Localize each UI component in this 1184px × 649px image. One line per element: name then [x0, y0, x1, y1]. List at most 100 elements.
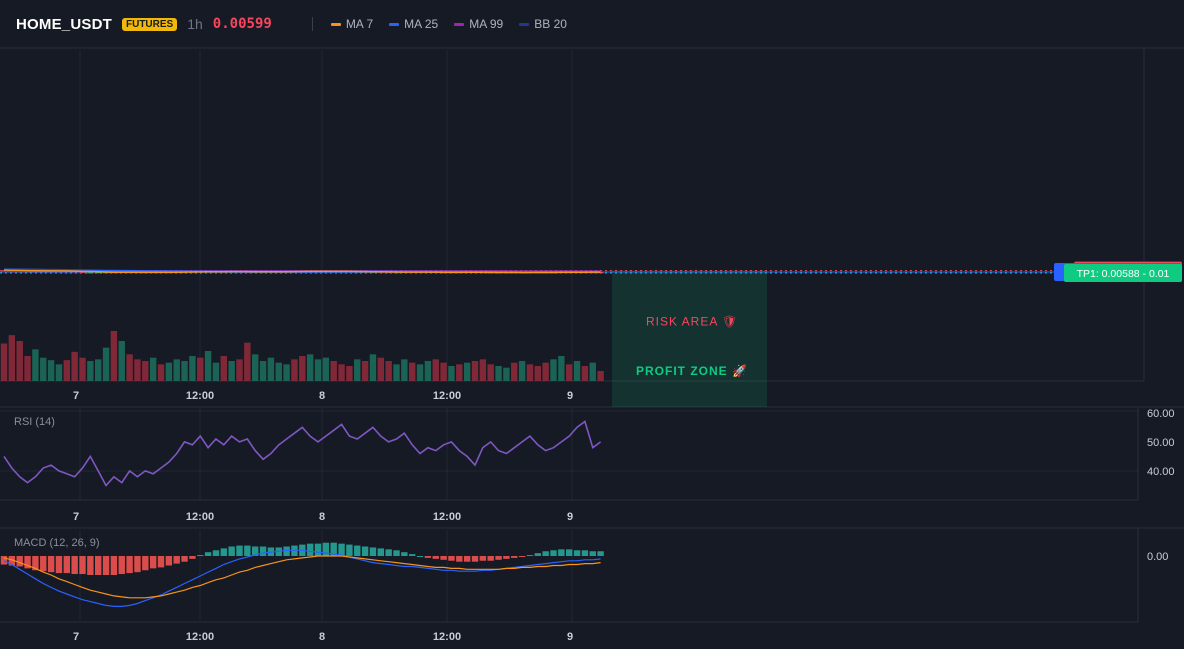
chart-header: HOME_USDT FUTURES 1h 0.00599 MA 7 MA 25 … — [0, 0, 1184, 48]
macd-title: MACD (12, 26, 9) — [14, 537, 100, 549]
profit-zone — [612, 272, 767, 407]
volume-bar — [330, 361, 337, 381]
macd-histogram-bar — [542, 551, 549, 556]
volume-bar — [487, 364, 494, 381]
macd-histogram-bar — [118, 556, 125, 575]
macd-histogram-bar — [24, 556, 31, 569]
macd-histogram-bar — [550, 550, 557, 556]
macd-histogram-bar — [401, 552, 408, 556]
volume-bar — [118, 341, 125, 381]
last-price: 0.00599 — [212, 16, 272, 32]
futures-badge: FUTURES — [121, 17, 178, 31]
macd-histogram-bar — [581, 550, 589, 556]
macd-histogram-bar — [463, 556, 471, 562]
volume-bar — [558, 356, 565, 381]
volume-bar — [597, 371, 604, 381]
rsi-y-tick: 50.00 — [1147, 437, 1175, 449]
volume-bar — [212, 362, 220, 381]
macd-histogram-bar — [47, 556, 55, 573]
legend-ma7[interactable]: MA 7 — [330, 17, 373, 31]
macd-histogram-bar — [126, 556, 133, 574]
x-tick-main: 9 — [567, 390, 573, 402]
macd-histogram-bar — [181, 556, 188, 562]
macd-histogram-bar — [354, 545, 361, 556]
volume-bar — [573, 361, 581, 381]
volume-bar — [377, 357, 384, 381]
macd-histogram-bar — [142, 556, 149, 571]
volume-bar — [440, 362, 447, 381]
macd-histogram-bar — [189, 556, 196, 559]
volume-bar — [275, 362, 282, 381]
volume-bar — [134, 359, 141, 381]
volume-bar — [110, 331, 118, 381]
volume-bar — [259, 361, 267, 381]
macd-histogram-bar — [32, 556, 39, 571]
macd-histogram-bar — [518, 556, 526, 557]
macd-histogram-bar — [511, 556, 518, 558]
macd-histogram-bar — [244, 545, 251, 556]
macd-histogram-bar — [306, 543, 314, 556]
volume-bar — [95, 359, 102, 381]
macd-histogram-bar — [322, 542, 330, 556]
legend-ma99-label: MA 99 — [469, 17, 504, 31]
volume-bar — [55, 364, 63, 381]
symbol-title[interactable]: HOME_USDT — [16, 15, 112, 33]
volume-bar — [252, 354, 259, 381]
volume-bar — [181, 361, 188, 381]
x-tick-rsi: 8 — [319, 511, 325, 523]
macd-histogram-bar — [597, 551, 604, 556]
macd-histogram-bar — [338, 543, 345, 556]
volume-bar — [581, 366, 589, 381]
volume-bar — [409, 362, 416, 381]
volume-bar — [456, 364, 463, 381]
x-tick-main: 12:00 — [186, 390, 214, 402]
macd-histogram-bar — [346, 544, 353, 556]
volume-bar — [511, 362, 518, 381]
volume-bar — [40, 357, 47, 381]
macd-histogram-bar — [95, 556, 102, 575]
macd-histogram-bar — [471, 556, 479, 562]
timeframe-label[interactable]: 1h — [187, 16, 203, 32]
rsi-title: RSI (14) — [14, 416, 55, 428]
macd-histogram-bar — [314, 543, 322, 556]
volume-bar — [299, 356, 306, 381]
macd-histogram-bar — [385, 549, 392, 556]
macd-histogram-bar — [526, 555, 534, 557]
volume-bar — [369, 354, 377, 381]
volume-bar — [566, 364, 573, 381]
header-divider — [311, 17, 313, 31]
macd-histogram-bar — [134, 556, 141, 573]
legend-ma99[interactable]: MA 99 — [454, 17, 503, 31]
macd-histogram-bar — [503, 556, 510, 559]
x-tick-main: 8 — [319, 390, 325, 402]
volume-bar — [204, 351, 212, 381]
macd-histogram-bar — [573, 550, 581, 556]
macd-histogram-bar — [79, 556, 86, 575]
macd-histogram-bar — [228, 546, 235, 556]
legend-bb20[interactable]: BB 20 — [519, 17, 567, 31]
macd-histogram-bar — [204, 552, 212, 556]
x-tick-macd: 12:00 — [186, 631, 214, 643]
volume-bar — [589, 362, 596, 381]
volume-bar — [32, 349, 39, 381]
legend-ma25[interactable]: MA 25 — [389, 17, 438, 31]
x-tick-rsi: 12:00 — [433, 511, 461, 523]
macd-histogram-bar — [566, 549, 573, 556]
volume-bar — [142, 361, 149, 381]
volume-bar — [0, 343, 8, 381]
x-tick-macd: 9 — [567, 631, 573, 643]
macd-histogram-bar — [149, 556, 157, 569]
volume-bar — [63, 360, 70, 381]
legend-bb20-swatch — [519, 22, 530, 26]
ma7-line — [3, 269, 601, 274]
volume-bar — [71, 351, 78, 381]
volume-bar — [424, 361, 432, 381]
macd-histogram-bar — [40, 556, 47, 572]
risk-zone — [612, 270, 767, 272]
volume-bar — [479, 359, 487, 381]
volume-bar — [526, 364, 534, 381]
macd-histogram-bar — [71, 556, 78, 575]
volume-bar — [518, 361, 526, 381]
macd-histogram-bar — [393, 550, 400, 556]
